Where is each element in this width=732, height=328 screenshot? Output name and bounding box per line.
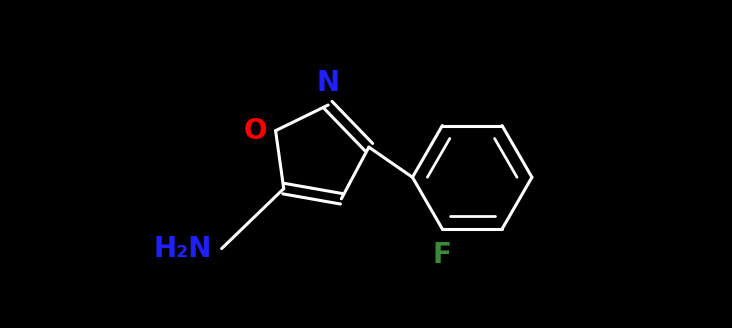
Text: N: N [317, 69, 340, 97]
Text: O: O [244, 117, 268, 145]
Text: F: F [433, 241, 452, 269]
Text: H₂N: H₂N [153, 235, 212, 262]
